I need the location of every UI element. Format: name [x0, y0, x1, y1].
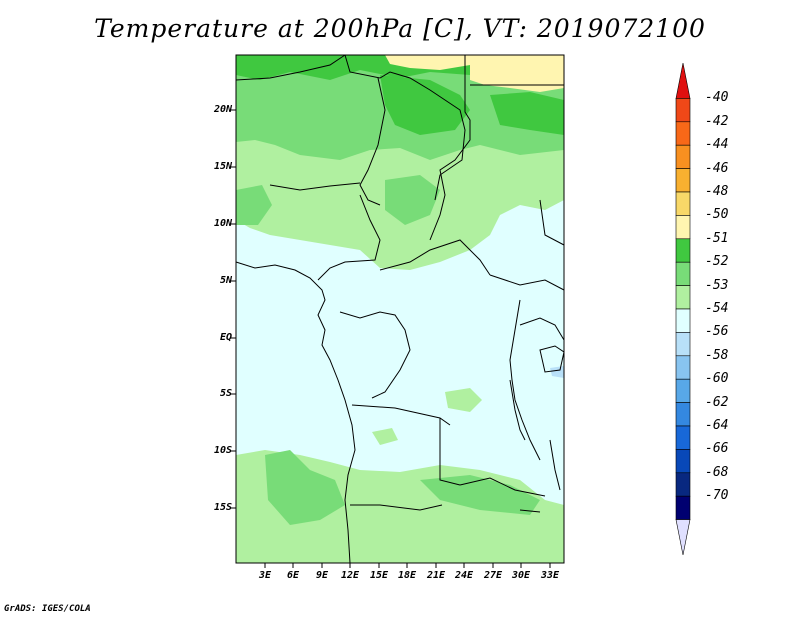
border-uganda — [519, 317, 565, 341]
lon-label-27e: 27E — [483, 570, 503, 581]
lon-label-15e: 15E — [369, 570, 389, 581]
colorbar-label: -70 — [705, 488, 729, 504]
border-chad-sudan — [429, 55, 471, 241]
region-53-patch-a — [445, 388, 482, 412]
lon-label-33e: 33E — [540, 570, 560, 581]
colorbar-swatch — [675, 402, 691, 427]
colorbar-swatch — [675, 261, 691, 286]
border-cameroon — [317, 194, 381, 281]
grads-credit: GrADS: IGES/COLA — [4, 604, 91, 614]
colorbar-swatch — [675, 285, 691, 310]
region-51-northeast — [380, 75, 470, 135]
lake-malawi — [549, 439, 561, 491]
colorbar-swatch — [675, 332, 691, 357]
colorbar-swatch — [675, 425, 691, 450]
border-zambia — [459, 477, 546, 497]
colorbar-swatch — [675, 98, 691, 123]
lat-label-5s: 5S — [219, 388, 232, 399]
colorbar-swatch — [675, 238, 691, 263]
border-north-2 — [344, 54, 466, 201]
lon-label-18e: 18E — [397, 570, 417, 581]
colorbar-label: -42 — [705, 113, 729, 129]
border-namibia — [350, 504, 443, 511]
lake-tanganyika — [509, 379, 526, 441]
colorbar-label: -68 — [705, 464, 729, 480]
colorbar-label: -54 — [705, 301, 729, 316]
colorbar-label: -50 — [705, 207, 729, 223]
lat-label-20n: 20N — [213, 104, 232, 115]
lon-ticks — [264, 563, 551, 568]
colorbar-label: -58 — [705, 347, 729, 363]
colorbar-swatch — [675, 378, 691, 403]
colorbar-swatch — [675, 519, 691, 556]
region-51-east — [490, 92, 564, 135]
lon-label-3e: 3E — [258, 570, 272, 581]
chart-title: Temperature at 200hPa [C], VT: 201907210… — [94, 14, 706, 43]
colorbar-swatch — [675, 215, 691, 240]
lat-label-10s: 10S — [213, 445, 232, 456]
lat-label-10n: 10N — [213, 218, 232, 229]
border-drc-east — [509, 299, 541, 461]
colorbar — [675, 62, 691, 556]
colorbar-swatch — [675, 168, 691, 193]
colorbar-swatch — [675, 121, 691, 146]
lat-label-5n: 5N — [219, 275, 232, 286]
colorbar-label: -66 — [705, 441, 729, 457]
map-frame — [235, 54, 565, 564]
colorbar-label: -53 — [705, 277, 729, 293]
colorbar-swatch — [675, 144, 691, 169]
colorbar-label: -48 — [705, 184, 729, 199]
lake-victoria — [539, 345, 565, 373]
border-nigeria — [269, 182, 361, 191]
temperature-field — [236, 55, 564, 563]
colorbar-swatch — [675, 449, 691, 474]
lon-label-12e: 12E — [340, 570, 360, 581]
colorbar-label: -51 — [705, 230, 729, 246]
lat-ticks — [231, 109, 236, 509]
colorbar-label: -56 — [705, 324, 729, 340]
colorbar-swatch — [675, 472, 691, 497]
lon-label-30e: 30E — [511, 570, 531, 581]
colorbar-swatch — [675, 355, 691, 380]
region-52-central — [385, 175, 440, 225]
region-50-northeast — [470, 55, 564, 92]
border-south-sudan — [489, 274, 565, 291]
lat-label-eq: EQ — [219, 332, 232, 343]
border-zambezi — [519, 509, 541, 513]
country-borders — [235, 54, 565, 564]
border-congo — [339, 311, 411, 399]
lon-label-9e: 9E — [315, 570, 329, 581]
lat-label-15s: 15S — [213, 502, 232, 513]
lon-label-21e: 21E — [426, 570, 446, 581]
colorbar-label: -62 — [705, 394, 729, 410]
region-52-southeast — [420, 475, 540, 515]
colorbar-label: -44 — [705, 137, 729, 153]
border-angola-east — [439, 418, 461, 486]
lat-label-15n: 15N — [213, 161, 232, 172]
colorbar-label: -52 — [705, 254, 729, 270]
colorbar-swatch — [675, 62, 691, 99]
colorbar-swatch — [675, 191, 691, 216]
border-niger-chad — [359, 77, 386, 206]
region-52-south — [265, 450, 345, 525]
region-53-patch-b — [372, 428, 398, 445]
colorbar-label: -40 — [705, 90, 729, 106]
border-north-1 — [235, 54, 346, 81]
region-52-west — [236, 185, 272, 225]
lon-label-24e: 24E — [454, 570, 474, 581]
region-50-north — [385, 55, 470, 70]
colorbar-label: -60 — [705, 371, 729, 387]
colorbar-swatch — [675, 308, 691, 333]
colorbar-label: -64 — [705, 418, 729, 433]
coastline-west-africa — [235, 261, 356, 564]
colorbar-swatch — [675, 495, 691, 520]
border-car-south — [379, 239, 491, 276]
border-ethiopia — [539, 199, 565, 246]
colorbar-label: -46 — [705, 160, 729, 176]
border-angola-north — [351, 404, 451, 426]
lon-label-6e: 6E — [286, 570, 300, 581]
